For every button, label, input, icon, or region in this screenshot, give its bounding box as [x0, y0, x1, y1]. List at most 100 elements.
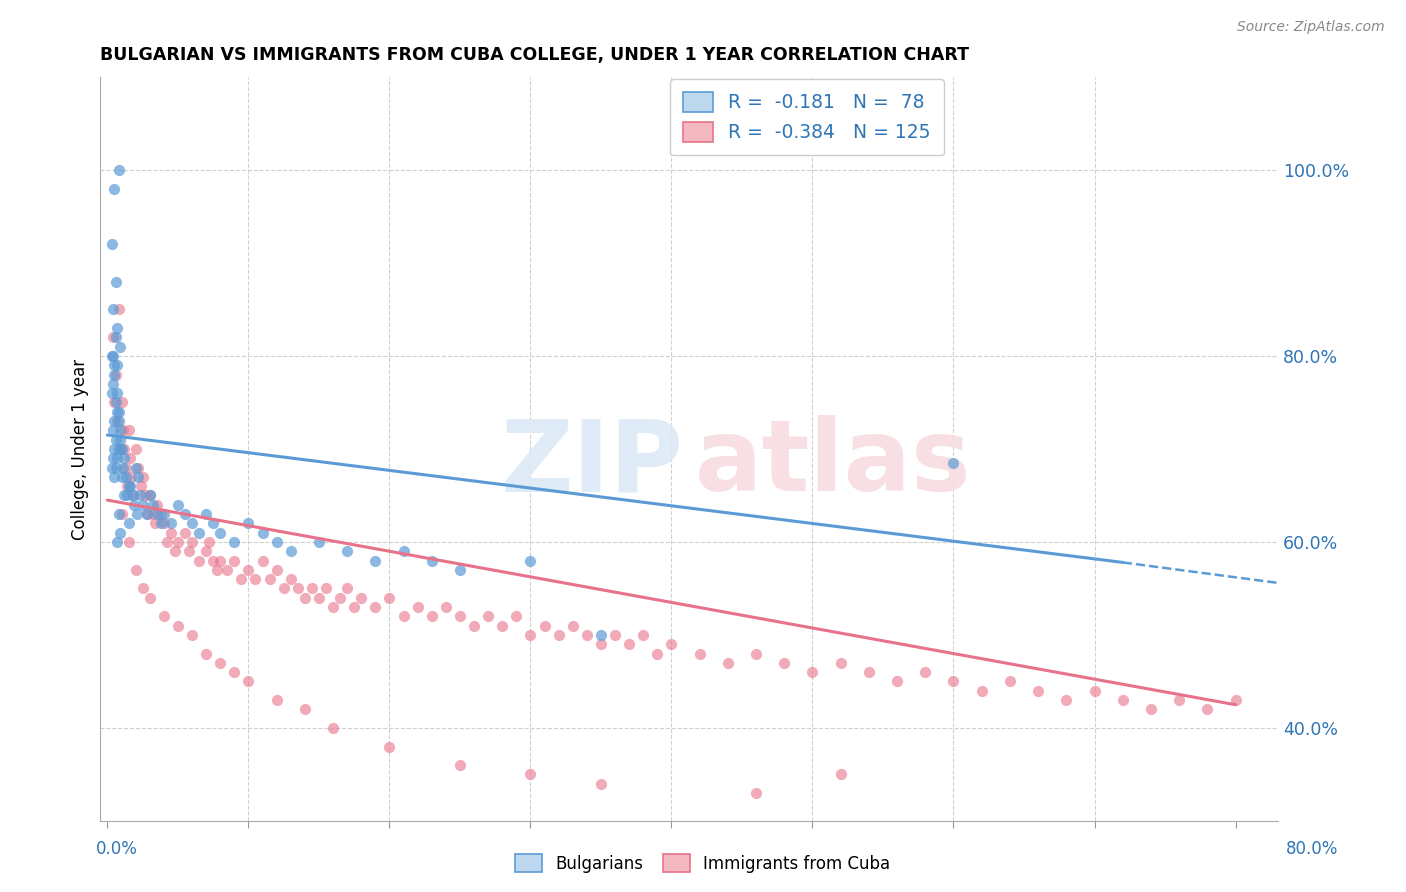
Point: [107, 302, 129, 317]
Point: [617, 637, 640, 651]
Point: [167, 535, 190, 549]
Point: [217, 563, 239, 577]
Point: [112, 442, 135, 456]
Text: atlas: atlas: [695, 416, 972, 512]
Point: [914, 665, 936, 680]
Point: [364, 553, 387, 567]
Point: [336, 544, 359, 558]
Point: [1083, 683, 1105, 698]
Point: [160, 525, 183, 540]
Point: [998, 674, 1021, 689]
Point: [491, 618, 513, 632]
Point: [195, 507, 218, 521]
Y-axis label: College, Under 1 year: College, Under 1 year: [72, 359, 89, 540]
Point: [124, 563, 146, 577]
Point: [114, 470, 136, 484]
Point: [127, 460, 149, 475]
Point: [110, 507, 132, 521]
Point: [209, 525, 232, 540]
Point: [1168, 693, 1191, 707]
Point: [942, 674, 965, 689]
Point: [181, 535, 204, 549]
Point: [858, 665, 880, 680]
Point: [801, 665, 824, 680]
Point: [103, 470, 125, 484]
Point: [105, 386, 128, 401]
Point: [308, 535, 330, 549]
Point: [589, 628, 612, 642]
Point: [100, 349, 122, 363]
Legend: Bulgarians, Immigrants from Cuba: Bulgarians, Immigrants from Cuba: [509, 847, 897, 880]
Point: [1026, 683, 1049, 698]
Point: [117, 479, 139, 493]
Point: [138, 488, 160, 502]
Point: [287, 582, 309, 596]
Point: [125, 507, 148, 521]
Point: [104, 433, 127, 447]
Point: [104, 460, 127, 475]
Point: [1112, 693, 1135, 707]
Point: [308, 591, 330, 605]
Point: [245, 572, 267, 586]
Point: [105, 414, 128, 428]
Point: [392, 609, 415, 624]
Point: [115, 479, 138, 493]
Point: [350, 591, 373, 605]
Point: [207, 563, 229, 577]
Point: [153, 609, 176, 624]
Point: [209, 656, 232, 670]
Point: [103, 358, 125, 372]
Text: 0.0%: 0.0%: [96, 840, 138, 858]
Point: [449, 758, 471, 772]
Point: [392, 544, 415, 558]
Point: [153, 516, 176, 531]
Point: [224, 665, 246, 680]
Point: [280, 544, 302, 558]
Point: [561, 618, 583, 632]
Point: [145, 507, 167, 521]
Point: [120, 470, 142, 484]
Point: [131, 582, 153, 596]
Point: [689, 647, 711, 661]
Point: [138, 591, 160, 605]
Point: [121, 488, 143, 502]
Point: [315, 582, 337, 596]
Point: [329, 591, 352, 605]
Point: [773, 656, 796, 670]
Point: [127, 470, 149, 484]
Point: [198, 535, 221, 549]
Point: [105, 535, 128, 549]
Point: [378, 591, 401, 605]
Point: [238, 674, 260, 689]
Point: [434, 600, 457, 615]
Point: [111, 460, 134, 475]
Point: [717, 656, 740, 670]
Point: [112, 451, 135, 466]
Point: [141, 498, 163, 512]
Point: [135, 507, 157, 521]
Point: [575, 628, 598, 642]
Point: [830, 656, 852, 670]
Point: [266, 693, 288, 707]
Point: [266, 563, 288, 577]
Point: [117, 516, 139, 531]
Point: [174, 507, 197, 521]
Point: [117, 423, 139, 437]
Point: [252, 525, 274, 540]
Point: [101, 349, 124, 363]
Point: [108, 423, 131, 437]
Point: [131, 470, 153, 484]
Point: [647, 647, 669, 661]
Point: [970, 683, 993, 698]
Point: [745, 786, 768, 800]
Point: [224, 553, 246, 567]
Point: [1225, 693, 1247, 707]
Point: [603, 628, 626, 642]
Point: [103, 414, 125, 428]
Point: [100, 460, 122, 475]
Point: [156, 535, 179, 549]
Point: [115, 488, 138, 502]
Point: [110, 442, 132, 456]
Point: [449, 563, 471, 577]
Point: [167, 498, 190, 512]
